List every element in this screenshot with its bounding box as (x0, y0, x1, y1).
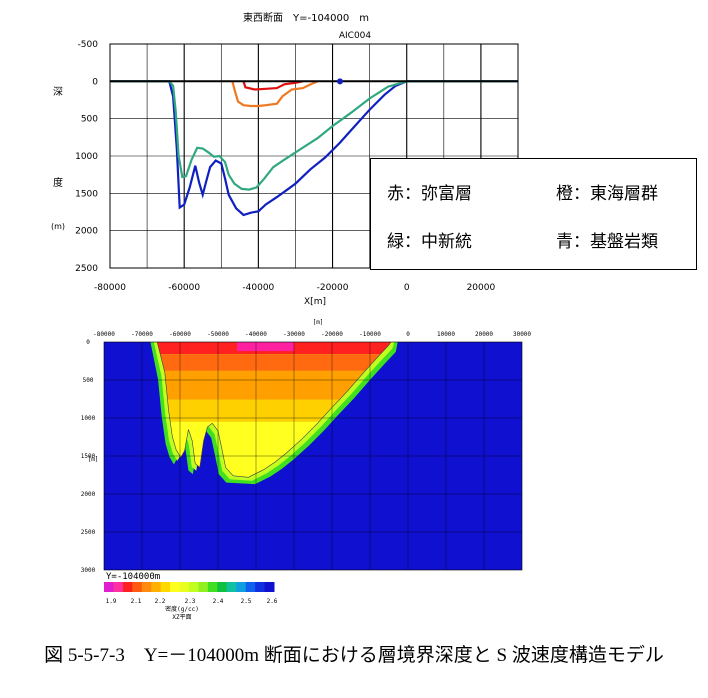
y-tick-label: 0 (86, 339, 90, 346)
y-tick-label: -500 (78, 40, 99, 50)
colorbar-tick-labels: 1.9 2.1 2.2 2.3 2.4 2.5 2.6 (106, 598, 278, 605)
colorbar-swatch (151, 582, 162, 592)
y-tick-labels: -500 0 500 1000 1500 2000 2500 (75, 40, 98, 274)
legend-item-blue: 青：基盤岩類 (556, 232, 658, 252)
y-tick-label: 1000 (81, 415, 96, 422)
colorbar-tick-label: 2.3 (185, 598, 196, 605)
y-tick-labels: 0 500 1000 1500 2000 2500 3000 (81, 339, 96, 574)
y-tick-label: 2500 (81, 529, 96, 536)
colorbar-tick-label: 1.9 (106, 598, 117, 605)
x-tick-label: -80000 (94, 283, 126, 293)
boundary-depth-chart: 東西断面 Y=-104000 m AIC004 -500 0 500 1000 1500… (51, 11, 519, 307)
colorbar-label: Y=-104000m (106, 572, 160, 582)
colorbar-tick-label: 2.1 (131, 598, 142, 605)
colorbar-swatch (132, 582, 143, 592)
colorbar-swatch (198, 582, 209, 592)
x-tick-labels: -80000 -70000 -60000 -50000 -40000 -30000 -200… (93, 331, 531, 338)
x-tick-label: -40000 (245, 331, 267, 338)
figure-canvas: 東西断面 Y=-104000 m AIC004 -500 0 500 1000 1500… (51, 11, 532, 621)
y-tick-label: 1500 (75, 189, 98, 199)
legend-item-red: 赤：弥富層 (387, 184, 472, 204)
colorbar-swatch (170, 582, 181, 592)
y-tick-label: 500 (83, 377, 94, 384)
density-layer-2 (157, 354, 391, 371)
legend-item-orange: 橙：東海層群 (556, 184, 658, 204)
x-tick-label: 30000 (513, 331, 531, 338)
colorbar (104, 582, 275, 592)
y-tick-label: 500 (81, 115, 98, 125)
y-tick-label: 2500 (75, 264, 98, 274)
series-line-2 (231, 80, 319, 108)
colorbar-swatch (245, 582, 256, 592)
x-tick-label: -50000 (207, 331, 229, 338)
y-tick-label: 2000 (75, 227, 98, 237)
density-layer-0 (237, 342, 294, 352)
x-tick-label: 0 (406, 331, 410, 338)
x-tick-label: -40000 (242, 283, 274, 293)
series-group (110, 78, 518, 217)
series-line-0 (110, 80, 518, 217)
x-tick-label: -70000 (131, 331, 153, 338)
colorbar-title: 密度(g/cc) (165, 605, 199, 613)
x-tick-label: 10000 (437, 331, 455, 338)
colorbar-subtitle: XZ平面 (172, 614, 191, 621)
colorbar-swatch (236, 582, 247, 592)
x-tick-label: -30000 (283, 331, 305, 338)
colorbar-swatch (141, 582, 152, 592)
colorbar-swatch (264, 582, 275, 592)
colorbar-tick-label: 2.6 (267, 598, 278, 605)
series-line-3 (242, 80, 304, 91)
colorbar-swatch (160, 582, 171, 592)
y-tick-label: 1500 (81, 453, 96, 460)
x-axis-label: X[m] (304, 297, 326, 307)
colorbar-swatch (189, 582, 199, 592)
colorbar-swatch (226, 582, 237, 592)
chart-subtitle: AIC004 (339, 31, 372, 41)
y-axis-unit: [m] (88, 456, 99, 463)
density-section-heatmap: [m] -80000 -70000 -60000 -50000 -40000 -30000… (81, 319, 532, 621)
colorbar-tick-label: 2.4 (213, 598, 224, 605)
x-tick-label: 20000 (467, 283, 496, 293)
colorbar-swatch (104, 582, 114, 592)
colorbar-swatch (122, 582, 133, 592)
x-tick-label: -60000 (168, 283, 200, 293)
y-axis-label: 深度 (m) (51, 86, 65, 231)
colorbar-tick-label: 2.2 (155, 598, 166, 605)
colorbar-swatch (217, 582, 228, 592)
legend: 赤：弥富層 橙：東海層群 緑：中新統 青：基盤岩類 (370, 158, 697, 270)
heatmap-plot (103, 341, 523, 571)
x-tick-label: 0 (404, 283, 410, 293)
x-tick-label: -10000 (359, 331, 381, 338)
colorbar-swatch (113, 582, 124, 592)
figure-caption: 図 5-5-7-3 Y=－104000m 断面における層境界深度と S 波速度構… (44, 645, 664, 666)
y-axis-label-part: 深 (53, 86, 63, 98)
colorbar-tick-label: 2.5 (241, 598, 252, 605)
y-axis-label-part: 度 (53, 176, 63, 189)
x-axis-unit: [m] (313, 319, 324, 326)
y-tick-label: 1000 (75, 152, 98, 162)
colorbar-swatch (179, 582, 190, 592)
x-tick-label: 20000 (475, 331, 493, 338)
y-tick-label: 0 (92, 77, 98, 87)
legend-item-green: 緑：中新統 (387, 232, 472, 252)
x-tick-label: -60000 (169, 331, 191, 338)
x-tick-label: -80000 (93, 331, 115, 338)
point-marker (336, 78, 343, 85)
x-tick-label: -20000 (317, 283, 349, 293)
chart-title: 東西断面 Y=-104000 m (243, 11, 369, 24)
x-tick-labels: -80000 -60000 -40000 -20000 0 20000 (94, 283, 495, 293)
y-tick-label: 3000 (81, 567, 96, 574)
colorbar-swatch (207, 582, 218, 592)
colorbar-swatch (255, 582, 266, 592)
y-tick-label: 2000 (81, 491, 96, 498)
series-line-1 (110, 80, 518, 191)
y-axis-label-part: (m) (51, 222, 65, 231)
x-tick-label: -20000 (321, 331, 343, 338)
